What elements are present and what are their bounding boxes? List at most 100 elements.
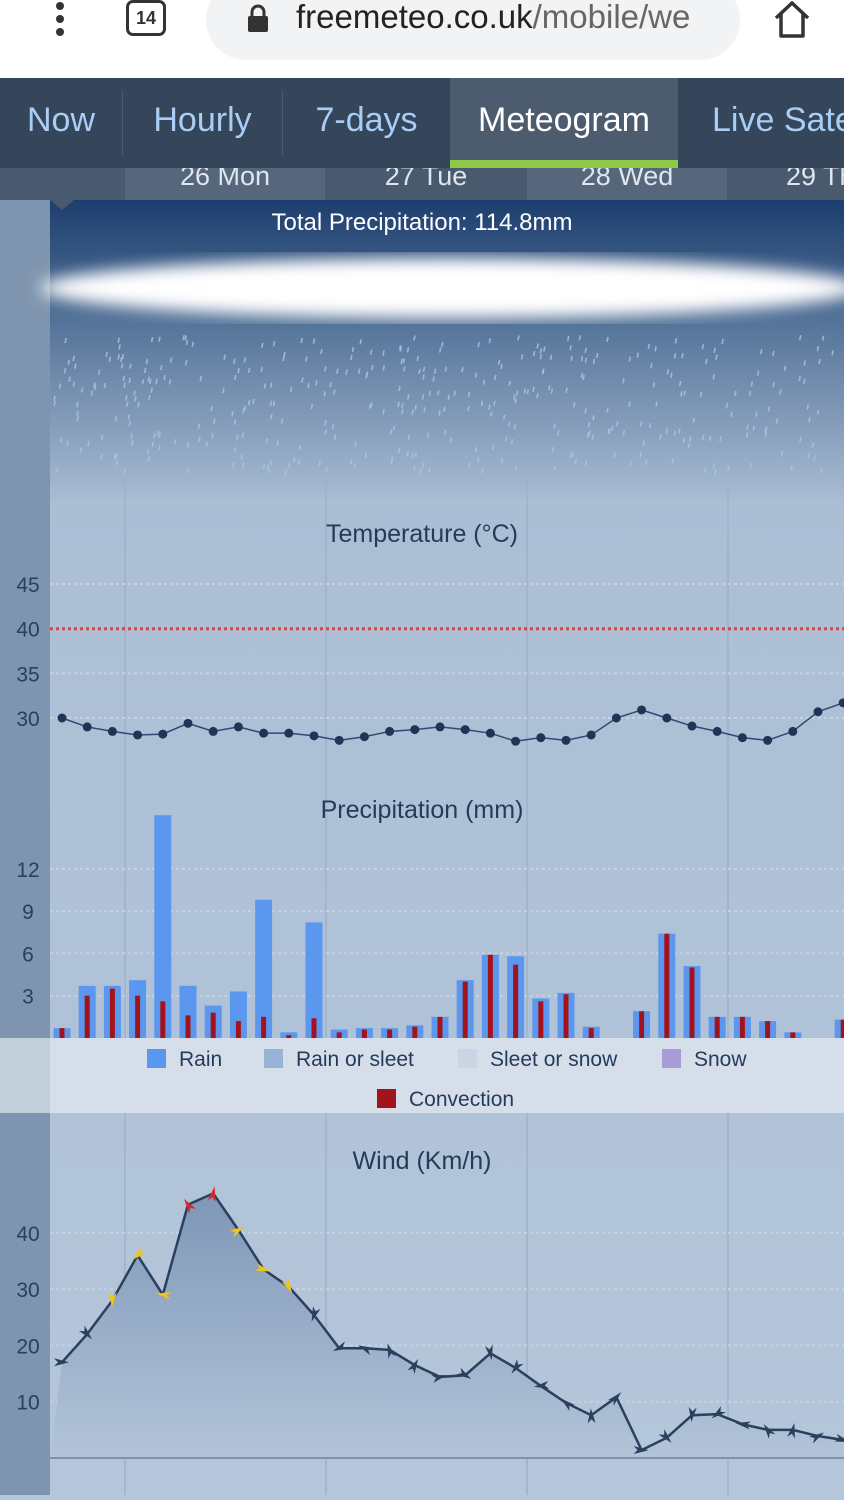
rain-drop <box>703 467 707 474</box>
rain-drop <box>329 382 332 388</box>
rain-drop <box>536 393 539 399</box>
temperature-point <box>107 726 117 736</box>
rain-drop <box>551 446 555 453</box>
rain-drop <box>414 404 417 410</box>
rain-drop <box>234 374 237 381</box>
rain-drop <box>481 468 484 474</box>
rain-drop <box>523 388 527 394</box>
tab-hourly[interactable]: Hourly <box>123 90 283 156</box>
convection-bar <box>286 1035 292 1038</box>
rain-drop <box>422 374 425 380</box>
wind-direction-arrow <box>229 1226 245 1238</box>
tab-7-days[interactable]: 7-days <box>315 101 418 139</box>
tab-now[interactable]: Now <box>0 90 123 156</box>
rain-drop <box>121 353 125 360</box>
rain-drop <box>151 441 154 448</box>
convection-bar <box>311 1018 317 1038</box>
rain-drop <box>117 337 120 343</box>
rain-drop <box>629 460 632 466</box>
rain-drop <box>56 466 59 473</box>
temperature-point <box>838 698 844 708</box>
rain-drop <box>569 345 572 351</box>
rain-drop <box>513 424 517 430</box>
rain-drop <box>127 414 131 420</box>
wind-direction-arrow <box>484 1344 493 1361</box>
rain-drop <box>783 365 787 372</box>
y-axis-column <box>0 200 50 1495</box>
rain-drop <box>297 459 301 465</box>
rain-drop <box>764 432 768 438</box>
browser-toolbar: 14 freemeteo.co.uk/mobile/we <box>0 0 844 78</box>
rain-drop <box>549 354 553 360</box>
rain-drop <box>749 462 752 469</box>
wind-direction-arrow <box>533 1380 550 1389</box>
rain-drop <box>382 350 385 356</box>
wind-direction-arrow <box>358 1345 374 1356</box>
rain-drop <box>222 387 225 394</box>
svg-text:Snow: Snow <box>694 1048 747 1071</box>
rain-drop <box>648 422 652 429</box>
temperature-point <box>485 728 495 738</box>
temperature-point <box>536 733 546 743</box>
rain-drop <box>406 347 410 353</box>
temperature-point <box>763 735 773 745</box>
rain-drop <box>237 368 240 374</box>
convection-bar <box>714 1016 720 1038</box>
tab-meteogram[interactable]: Meteogram <box>450 78 678 168</box>
rain-drop <box>382 409 385 415</box>
y-tick-label: 40 <box>16 619 39 642</box>
address-bar[interactable]: freemeteo.co.uk/mobile/we <box>206 0 740 60</box>
wind-direction-arrow <box>155 1291 172 1300</box>
wind-direction-arrow <box>132 1247 147 1260</box>
rain-drop <box>120 363 124 369</box>
rain-drop <box>351 347 355 353</box>
temperature-point <box>637 705 647 715</box>
home-icon[interactable] <box>770 0 814 40</box>
rain-drop <box>488 338 492 344</box>
rain-drop <box>715 354 718 360</box>
rain-drop <box>169 357 173 363</box>
lock-icon <box>248 4 268 32</box>
legend-rain-or-sleet: Rain or sleet <box>264 1048 414 1071</box>
rain-drop <box>584 460 588 466</box>
rain-drop <box>130 433 133 439</box>
y-tick-label: 6 <box>22 943 34 966</box>
rain-drop <box>312 338 316 344</box>
rain-drop <box>119 356 123 363</box>
tab-live-satellite[interactable]: Live Sate <box>712 101 844 139</box>
rain-drop <box>318 460 321 466</box>
rain-drop <box>616 421 619 427</box>
wind-direction-arrow <box>281 1277 292 1294</box>
rain-drop <box>571 452 575 458</box>
rain-drop <box>584 347 587 354</box>
rain-drop <box>679 391 683 397</box>
y-tick-label: 45 <box>16 574 39 597</box>
wind-direction-arrow <box>407 1358 419 1375</box>
convection-bar <box>790 1032 796 1038</box>
rain-drop <box>72 381 76 387</box>
rain-drop <box>613 452 616 458</box>
wind-direction-arrow <box>254 1263 271 1272</box>
convection-bar <box>59 1028 65 1038</box>
rain-drop <box>128 420 132 427</box>
rain-drop <box>243 357 247 363</box>
day-label: 28 Wed <box>527 168 727 201</box>
rain-drop <box>467 462 471 468</box>
rain-drop <box>401 409 404 415</box>
rain-drop <box>574 458 578 465</box>
rain-drop <box>87 441 90 447</box>
wind-direction-arrow <box>511 1359 524 1374</box>
convection-bar <box>462 981 468 1038</box>
temperature-point <box>259 728 269 738</box>
rain-drop <box>406 451 409 457</box>
rain-drop <box>401 403 404 409</box>
temperature-point <box>334 735 344 745</box>
rain-drop <box>283 351 286 357</box>
rain-drop <box>298 445 302 451</box>
menu-icon[interactable] <box>52 2 68 36</box>
rain-drop <box>510 438 514 445</box>
tab-switcher-button[interactable]: 14 <box>126 0 166 36</box>
wind-direction-arrow <box>560 1398 575 1412</box>
rain-drop <box>477 341 480 348</box>
rain-drop <box>269 382 273 388</box>
